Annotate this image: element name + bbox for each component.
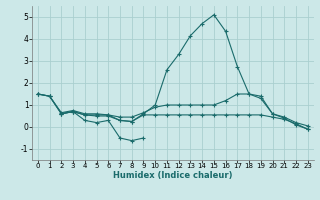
X-axis label: Humidex (Indice chaleur): Humidex (Indice chaleur) <box>113 171 233 180</box>
